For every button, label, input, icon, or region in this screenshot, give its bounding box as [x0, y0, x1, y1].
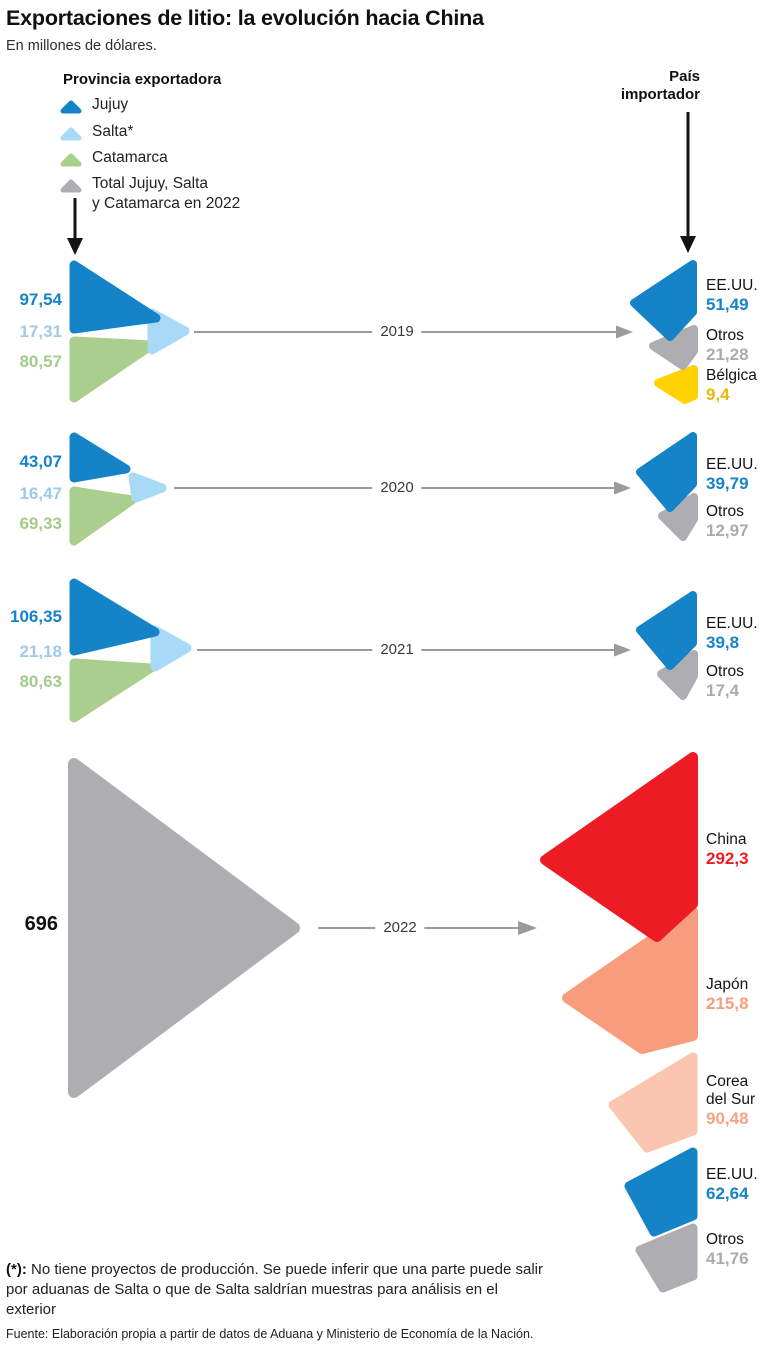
value-2020-salta: 16,47: [19, 484, 62, 503]
triangle-2019-otros: [649, 325, 698, 370]
triangle-2021-eeuu: [636, 591, 697, 670]
import-2022-otros: Otros 41,76: [706, 1231, 768, 1268]
country-label: EE.UU.: [706, 615, 758, 632]
country-label: Bélgica: [706, 367, 757, 384]
legend-pointer-arrow: [67, 198, 83, 255]
triangle-2020-salta: [128, 472, 167, 503]
import-2019-belgica: Bélgica 9,4: [706, 367, 768, 404]
legend-title: Provincia exportadora: [63, 71, 222, 88]
triangle-2021-catamarca: [69, 658, 156, 723]
triangle-2019-salta: [147, 308, 190, 355]
flow-arrow-2022: [318, 921, 537, 935]
year-label-2020: 2020: [372, 479, 422, 496]
country-value: 90,48: [706, 1109, 749, 1128]
import-2022-eeuu: EE.UU. 62,64: [706, 1166, 768, 1203]
country-value: 215,8: [706, 994, 749, 1013]
value-2021-salta: 21,18: [19, 642, 62, 661]
year-label-2021: 2021: [372, 641, 422, 658]
triangle-2022-eeuu: [624, 1147, 698, 1237]
country-value: 39,79: [706, 474, 749, 493]
legend-item-jujuy: Jujuy: [92, 96, 129, 113]
triangle-2022-total: [68, 758, 300, 1098]
triangle-2020-catamarca: [69, 486, 137, 546]
import-2021-eeuu: EE.UU. 39,8: [706, 615, 768, 652]
footnote: (*): No tiene proyectos de producción. S…: [6, 1260, 551, 1320]
value-2020-catamarca: 69,33: [19, 514, 62, 533]
country-label: China: [706, 831, 747, 848]
value-2019-catamarca: 80,57: [19, 352, 62, 371]
country-value: 21,28: [706, 345, 749, 364]
import-2022-japon: Japón 215,8: [706, 976, 768, 1013]
legend-item-salta: Salta*: [92, 123, 134, 140]
triangle-2020-jujuy: [69, 432, 131, 483]
country-value: 17,4: [706, 681, 740, 700]
importer-header: País importador: [560, 68, 700, 104]
triangle-2019-jujuy: [69, 260, 161, 334]
legend-item-catamarca: Catamarca: [92, 149, 168, 166]
country-label: EE.UU.: [706, 456, 758, 473]
legend-marker-jujuy-icon: [60, 100, 82, 114]
country-value: 41,76: [706, 1249, 749, 1268]
country-label: EE.UU.: [706, 1166, 758, 1183]
triangle-2019-belgica: [654, 365, 698, 404]
country-value: 62,64: [706, 1184, 749, 1203]
country-label: Corea del Sur: [706, 1073, 756, 1108]
triangle-2021-salta: [150, 625, 192, 672]
country-value: 12,97: [706, 521, 749, 540]
country-label: Otros: [706, 503, 744, 520]
import-2020-eeuu: EE.UU. 39,79: [706, 456, 768, 493]
triangle-2021-jujuy: [69, 578, 160, 656]
year-label-2019: 2019: [372, 323, 422, 340]
legend-item-total-line1: Total Jujuy, Salta: [92, 175, 209, 192]
legend-marker-salta-icon: [60, 127, 82, 141]
country-label: Otros: [706, 663, 744, 680]
legend-item-total: Total Jujuy, Salta y Catamarca en 2022: [92, 174, 240, 214]
value-2020-jujuy: 43,07: [19, 452, 62, 471]
value-2019-jujuy: 97,54: [19, 290, 62, 309]
country-value: 292,3: [706, 849, 749, 868]
country-label: EE.UU.: [706, 277, 758, 294]
value-2021-jujuy: 106,35: [10, 607, 62, 626]
triangle-2019-eeuu: [630, 260, 697, 341]
source-line: Fuente: Elaboración propia a partir de d…: [6, 1327, 534, 1341]
country-label: Otros: [706, 1231, 744, 1248]
page-title: Exportaciones de litio: la evolución hac…: [6, 6, 484, 30]
import-2019-otros: Otros 21,28: [706, 327, 768, 364]
footnote-prefix: (*):: [6, 1261, 27, 1278]
import-2019-eeuu: EE.UU. 51,49: [706, 277, 768, 314]
triangle-2022-china: [540, 752, 698, 942]
legend-item-total-line2: y Catamarca en 2022: [92, 195, 241, 212]
footnote-text: No tiene proyectos de producción. Se pue…: [6, 1261, 543, 1318]
import-2022-china: China 292,3: [706, 831, 768, 868]
value-2022-total: 696: [24, 913, 58, 935]
country-label: Japón: [706, 976, 749, 993]
country-value: 39,8: [706, 633, 740, 652]
country-value: 51,49: [706, 295, 749, 314]
country-value: 9,4: [706, 385, 730, 404]
import-2022-corea: Corea del Sur 90,48: [706, 1073, 768, 1128]
legend-marker-catamarca-icon: [60, 153, 82, 167]
year-label-2022: 2022: [375, 919, 425, 936]
triangle-2019-catamarca: [69, 336, 157, 403]
importer-pointer-arrow: [680, 112, 696, 253]
triangle-2022-corea: [608, 1052, 698, 1153]
value-2019-salta: 17,31: [19, 322, 62, 341]
triangle-2020-eeuu: [636, 432, 697, 512]
page-subtitle: En millones de dólares.: [6, 38, 157, 54]
triangle-2022-japon: [562, 906, 698, 1054]
import-2020-otros: Otros 12,97: [706, 503, 768, 540]
value-2021-catamarca: 80,63: [19, 672, 62, 691]
importer-header-line2: importador: [620, 86, 700, 103]
importer-header-line1: País: [669, 68, 700, 85]
country-label: Otros: [706, 327, 744, 344]
import-2021-otros: Otros 17,4: [706, 663, 768, 700]
legend-marker-total-icon: [60, 179, 82, 193]
triangle-2022-otros: [635, 1223, 698, 1293]
